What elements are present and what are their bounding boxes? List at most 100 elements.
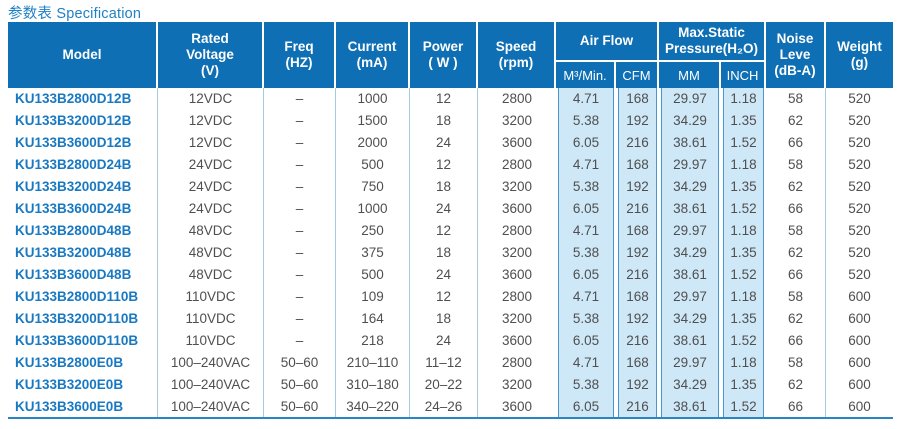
cell-noise-level: 62 bbox=[766, 307, 826, 330]
cell-noise-level: 66 bbox=[766, 329, 826, 352]
cell-air-flow-cfm: 192 bbox=[616, 373, 659, 396]
cell-air-flow-m3-min: 6.05 bbox=[556, 395, 616, 418]
cell-power: 12 bbox=[410, 88, 478, 110]
cell-power: 12 bbox=[410, 219, 478, 242]
cell-power: 24 bbox=[410, 329, 478, 352]
cell-speed: 3200 bbox=[501, 310, 533, 326]
table-row: KU133B3600D12B 12VDC – 2000 24 3600 6.05… bbox=[8, 131, 893, 154]
cell-speed: 3600 bbox=[501, 266, 533, 282]
cell-pressure-inch: 1.52 bbox=[721, 131, 766, 154]
header-air-flow: Air Flow bbox=[556, 22, 659, 62]
cell-weight: 520 bbox=[848, 113, 871, 129]
cell-current: 340–220 bbox=[336, 395, 410, 418]
cell-model: KU133B3600D48B bbox=[8, 263, 158, 286]
cell-pressure-inch: 1.18 bbox=[721, 153, 766, 176]
cell-current: 1500 bbox=[336, 109, 410, 132]
cell-rated-voltage: 48VDC bbox=[158, 219, 264, 242]
cell-power: 18 bbox=[410, 241, 478, 264]
cell-pressure-mm: 38.61 bbox=[659, 329, 721, 352]
cell-rated-voltage: 24VDC bbox=[158, 153, 264, 176]
cell-weight: 600 bbox=[848, 376, 871, 392]
cell-pressure-inch: 1.35 bbox=[721, 109, 766, 132]
cell-rated-voltage: 12VDC bbox=[158, 131, 264, 154]
cell-air-flow-m3-min: 6.05 bbox=[556, 329, 616, 352]
cell-freq: – bbox=[264, 285, 336, 308]
cell-air-flow-m3-min: 5.38 bbox=[556, 241, 616, 264]
cell-rated-voltage: 48VDC bbox=[158, 241, 264, 264]
cell-current: 210–110 bbox=[336, 351, 410, 374]
cell-pressure-mm: 38.61 bbox=[659, 197, 721, 220]
cell-model: KU133B3200D110B bbox=[8, 307, 158, 330]
table-row: KU133B2800E0B 100–240VAC 50–60 210–110 1… bbox=[8, 351, 893, 374]
cell-air-flow-cfm: 168 bbox=[616, 351, 659, 374]
cell-pressure-inch: 1.35 bbox=[721, 373, 766, 396]
cell-model: KU133B2800D110B bbox=[8, 285, 158, 308]
cell-power: 18 bbox=[410, 307, 478, 330]
cell-current: 218 bbox=[336, 329, 410, 352]
table-row: KU133B3200D24B 24VDC – 750 18 3200 5.38 … bbox=[8, 175, 893, 198]
cell-speed: 2800 bbox=[501, 288, 533, 304]
cell-air-flow-m3-min: 4.71 bbox=[556, 219, 616, 242]
cell-model: KU133B3200D48B bbox=[8, 241, 158, 264]
cell-model: KU133B3600D12B bbox=[8, 131, 158, 154]
cell-rated-voltage: 12VDC bbox=[158, 109, 264, 132]
cell-pressure-mm: 38.61 bbox=[659, 263, 721, 286]
cell-freq: – bbox=[264, 329, 336, 352]
cell-weight: 600 bbox=[848, 354, 871, 370]
cell-air-flow-cfm: 168 bbox=[616, 285, 659, 308]
cell-model: KU133B3200D24B bbox=[8, 175, 158, 198]
cell-air-flow-m3-min: 6.05 bbox=[556, 197, 616, 220]
cell-power: 24–26 bbox=[410, 395, 478, 418]
cell-air-flow-cfm: 216 bbox=[616, 131, 659, 154]
cell-air-flow-m3-min: 5.38 bbox=[556, 307, 616, 330]
header-noise-level: Noise Leve (dB-A) bbox=[766, 22, 826, 88]
cell-freq: – bbox=[264, 197, 336, 220]
cell-pressure-inch: 1.18 bbox=[721, 88, 766, 110]
cell-power: 12 bbox=[410, 153, 478, 176]
cell-speed: 3200 bbox=[501, 245, 533, 261]
cell-weight: 520 bbox=[848, 91, 871, 107]
cell-rated-voltage: 24VDC bbox=[158, 197, 264, 220]
header-m3-min: M³/Min. bbox=[556, 62, 616, 88]
cell-noise-level: 58 bbox=[766, 351, 826, 374]
cell-power: 24 bbox=[410, 131, 478, 154]
cell-model: KU133B3600D110B bbox=[8, 329, 158, 352]
header-mm: MM bbox=[659, 62, 721, 88]
cell-rated-voltage: 12VDC bbox=[158, 88, 264, 110]
cell-pressure-inch: 1.18 bbox=[721, 351, 766, 374]
table-row: KU133B3600D110B 110VDC – 218 24 3600 6.0… bbox=[8, 329, 893, 352]
cell-rated-voltage: 24VDC bbox=[158, 175, 264, 198]
cell-air-flow-cfm: 192 bbox=[616, 241, 659, 264]
cell-rated-voltage: 48VDC bbox=[158, 263, 264, 286]
cell-pressure-mm: 38.61 bbox=[659, 131, 721, 154]
header-max-static-pressure: Max.Static Pressure(H₂O) bbox=[659, 22, 766, 62]
cell-speed: 3200 bbox=[501, 376, 533, 392]
header-current: Current (mA) bbox=[336, 22, 410, 88]
header-model: Model bbox=[8, 22, 158, 88]
cell-pressure-inch: 1.18 bbox=[721, 285, 766, 308]
cell-air-flow-cfm: 216 bbox=[616, 395, 659, 418]
cell-speed: 2800 bbox=[501, 91, 533, 107]
cell-speed: 2800 bbox=[501, 157, 533, 173]
cell-air-flow-m3-min: 4.71 bbox=[556, 88, 616, 110]
cell-model: KU133B2800E0B bbox=[8, 351, 158, 374]
cell-current: 2000 bbox=[336, 131, 410, 154]
cell-weight: 600 bbox=[848, 310, 871, 326]
cell-noise-level: 62 bbox=[766, 109, 826, 132]
cell-freq: – bbox=[264, 109, 336, 132]
cell-weight: 520 bbox=[848, 157, 871, 173]
page-title: 参数表 Specification bbox=[8, 6, 142, 22]
cell-air-flow-m3-min: 5.38 bbox=[556, 373, 616, 396]
table-row: KU133B2800D48B 48VDC – 250 12 2800 4.71 … bbox=[8, 219, 893, 242]
cell-rated-voltage: 110VDC bbox=[158, 285, 264, 308]
table-row: KU133B3200D48B 48VDC – 375 18 3200 5.38 … bbox=[8, 241, 893, 264]
cell-noise-level: 66 bbox=[766, 197, 826, 220]
cell-model: KU133B3200E0B bbox=[8, 373, 158, 396]
cell-weight: 520 bbox=[848, 266, 871, 282]
cell-air-flow-m3-min: 6.05 bbox=[556, 263, 616, 286]
cell-model: KU133B2800D12B bbox=[8, 88, 158, 110]
cell-current: 250 bbox=[336, 219, 410, 242]
table-row: KU133B3200D12B 12VDC – 1500 18 3200 5.38… bbox=[8, 109, 893, 132]
cell-freq: 50–60 bbox=[264, 395, 336, 418]
cell-air-flow-cfm: 216 bbox=[616, 263, 659, 286]
